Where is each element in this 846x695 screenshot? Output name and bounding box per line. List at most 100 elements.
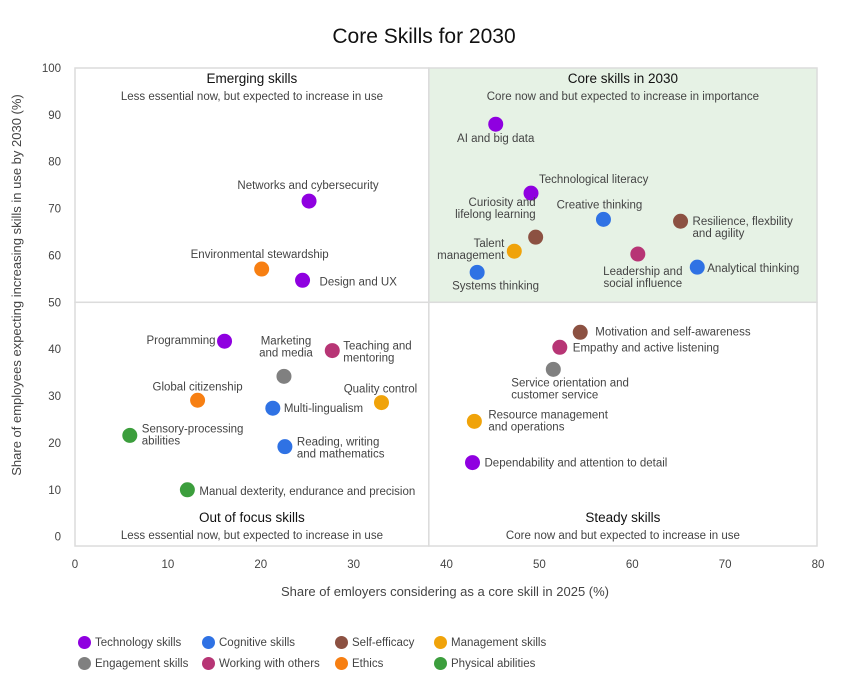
data-point — [552, 339, 568, 355]
data-point — [373, 395, 389, 411]
legend-item: Ethics — [335, 656, 434, 671]
x-axis-label: Share of emloyers considering as a core … — [281, 584, 609, 599]
quadrant-title: Out of focus skills — [199, 510, 305, 525]
quadrant-subtitle: Core now and but expected to increase in… — [506, 530, 740, 542]
point-label: Marketing and media — [259, 335, 313, 359]
legend-item: Physical abilities — [434, 656, 564, 671]
x-tick-label: 30 — [347, 559, 360, 571]
point-label: Service orientation and customer service — [511, 377, 629, 401]
x-tick-label: 60 — [626, 559, 639, 571]
y-tick-label: 80 — [48, 157, 61, 169]
quadrant-bottom-left — [74, 301, 430, 547]
data-point — [466, 413, 482, 429]
legend-label: Management skills — [451, 636, 547, 649]
y-tick-label: 10 — [48, 485, 61, 497]
legend-swatch — [434, 657, 447, 670]
point-label: Networks and cybersecurity — [237, 180, 378, 192]
point-label: Design and UX — [320, 276, 398, 288]
data-point — [122, 427, 138, 443]
quadrant-title: Emerging skills — [207, 71, 298, 86]
x-tick-label: 0 — [72, 559, 78, 571]
data-point — [465, 455, 481, 471]
y-tick-label: 0 — [55, 532, 61, 544]
data-point — [276, 368, 292, 384]
legend-label: Cognitive skills — [219, 636, 296, 649]
y-tick-label: 30 — [48, 391, 61, 403]
quadrant-subtitle: Less essential now, but expected to incr… — [121, 530, 383, 542]
legend-label: Ethics — [352, 657, 384, 670]
legend-item: Self-efficacy — [335, 635, 434, 650]
data-point — [190, 392, 206, 408]
point-label: Global citizenship — [153, 381, 243, 393]
y-tick-label: 100 — [42, 63, 61, 75]
y-axis-label: Share of employees expecting increasing … — [9, 94, 24, 476]
legend-item: Technology skills — [78, 635, 202, 650]
legend-item: Engagement skills — [78, 656, 202, 671]
legend-swatch — [78, 636, 91, 649]
x-tick-label: 70 — [719, 559, 732, 571]
y-tick-label: 60 — [48, 250, 61, 262]
x-tick-label: 40 — [440, 559, 453, 571]
legend-swatch — [434, 636, 447, 649]
quadrant-subtitle: Less essential now, but expected to incr… — [121, 91, 383, 103]
point-label: Dependability and attention to detail — [485, 458, 668, 470]
y-axis-ticks: 0 10 20 30 40 50 60 70 80 90 100 — [42, 63, 61, 544]
point-label: Quality control — [344, 384, 418, 396]
legend-item: Cognitive skills — [202, 635, 335, 650]
legend-swatch — [202, 657, 215, 670]
data-point — [523, 185, 539, 201]
legend-swatch — [202, 636, 215, 649]
quadrant-top-left — [74, 67, 430, 304]
point-label: Resilience, flexbility and agility — [693, 216, 794, 240]
data-point — [528, 229, 544, 245]
point-label: Manual dexterity, endurance and precisio… — [199, 486, 415, 498]
legend-label: Technology skills — [95, 636, 182, 649]
x-tick-label: 10 — [161, 559, 174, 571]
point-label: Motivation and self-awareness — [595, 326, 751, 338]
data-point — [277, 439, 293, 455]
data-point — [506, 243, 522, 259]
quadrant-title: Steady skills — [585, 510, 660, 525]
point-label: Curiosity and lifelong learning — [455, 197, 536, 221]
legend-label: Physical abilities — [451, 657, 536, 670]
data-point — [673, 213, 689, 229]
data-point — [595, 211, 611, 227]
quadrant-top-right — [428, 67, 818, 304]
x-axis-ticks: 0 10 20 30 40 50 60 70 80 — [72, 559, 825, 571]
data-point — [469, 264, 485, 280]
point-labels: AI and big data Technological literacyCur… — [142, 133, 800, 498]
point-label: Technological literacy — [539, 174, 649, 186]
legend-item: Management skills — [434, 635, 564, 650]
data-point — [572, 324, 588, 340]
point-label: Programming — [146, 335, 215, 347]
quadrant-title: Core skills in 2030 — [568, 71, 678, 86]
legend-item: Working with others — [202, 656, 335, 671]
y-tick-label: 20 — [48, 438, 61, 450]
legend-swatch — [78, 657, 91, 670]
data-point — [545, 361, 561, 377]
point-label: Environmental stewardship — [191, 249, 329, 261]
data-point — [630, 246, 646, 262]
y-tick-label: 70 — [48, 204, 61, 216]
legend: Technology skills Cognitive skills Self-ef… — [78, 635, 564, 671]
point-label: Creative thinking — [557, 199, 643, 211]
y-tick-label: 90 — [48, 110, 61, 122]
point-label: Analytical thinking — [707, 263, 799, 275]
data-point — [324, 343, 340, 359]
point-label: Reading, writing and mathematics — [297, 437, 385, 461]
data-point — [217, 333, 233, 349]
legend-swatch — [335, 657, 348, 670]
point-label: Teaching and mentoring — [343, 341, 411, 365]
data-point — [689, 259, 705, 275]
quadrant-labels: Emerging skills Less essential now, but e… — [121, 71, 759, 542]
point-label: Resource management and operations — [488, 409, 608, 433]
point-label: Empathy and active listening — [573, 342, 719, 354]
legend-label: Self-efficacy — [352, 636, 415, 649]
point-label: Leadership and social influence — [603, 266, 682, 290]
data-points — [122, 116, 705, 498]
legend-label: Working with others — [219, 657, 320, 670]
quadrant-bottom-right — [428, 301, 818, 547]
data-point — [254, 261, 270, 277]
data-point — [295, 272, 311, 288]
